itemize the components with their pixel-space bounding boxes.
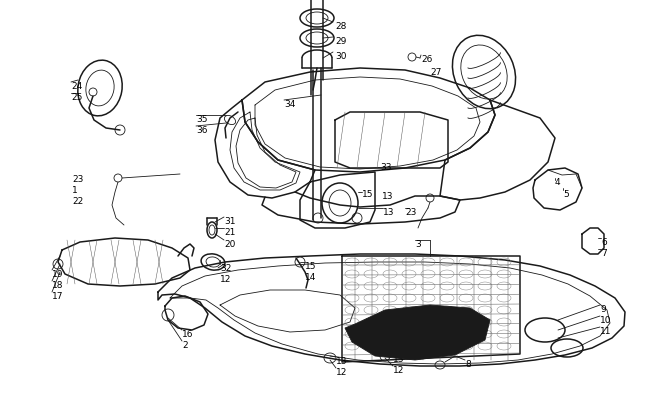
Text: 31: 31 [224, 217, 235, 226]
Text: 7: 7 [601, 249, 606, 258]
Text: 2: 2 [182, 341, 188, 350]
Text: 24: 24 [71, 82, 83, 91]
Text: 23: 23 [405, 208, 417, 217]
Text: 9: 9 [600, 305, 606, 314]
Text: 30: 30 [335, 52, 346, 61]
Text: 13: 13 [382, 192, 393, 201]
Text: 12: 12 [336, 368, 347, 377]
Text: 34: 34 [284, 100, 295, 109]
Text: 13: 13 [336, 357, 348, 366]
Text: 36: 36 [196, 126, 207, 135]
Text: 11: 11 [600, 327, 612, 336]
Text: 13: 13 [393, 355, 404, 364]
Text: 16: 16 [182, 330, 194, 339]
Text: 1: 1 [72, 186, 78, 195]
Text: 5: 5 [563, 190, 569, 199]
Text: 28: 28 [335, 22, 346, 31]
Text: 6: 6 [601, 238, 606, 247]
Text: 26: 26 [421, 55, 432, 64]
Text: 8: 8 [465, 360, 471, 369]
Text: 21: 21 [224, 228, 235, 237]
Text: 15: 15 [362, 190, 374, 199]
Text: 10: 10 [600, 316, 612, 325]
Text: 19: 19 [52, 270, 64, 279]
Text: 3: 3 [415, 240, 421, 249]
Text: 17: 17 [52, 292, 64, 301]
Text: 18: 18 [52, 281, 64, 290]
Text: 14: 14 [305, 273, 317, 282]
Text: 12: 12 [393, 366, 404, 375]
Text: 15: 15 [305, 262, 317, 271]
Text: 27: 27 [430, 68, 441, 77]
Text: 13: 13 [383, 208, 395, 217]
Text: 33: 33 [380, 163, 391, 172]
Polygon shape [345, 305, 490, 360]
Text: 25: 25 [71, 93, 83, 102]
Text: 12: 12 [220, 275, 231, 284]
Text: 29: 29 [335, 37, 346, 46]
Text: 23: 23 [72, 175, 83, 184]
Text: 35: 35 [196, 115, 207, 124]
Text: 20: 20 [224, 240, 235, 249]
Text: 32: 32 [220, 264, 231, 273]
Text: 4: 4 [555, 178, 560, 187]
Text: 22: 22 [72, 197, 83, 206]
